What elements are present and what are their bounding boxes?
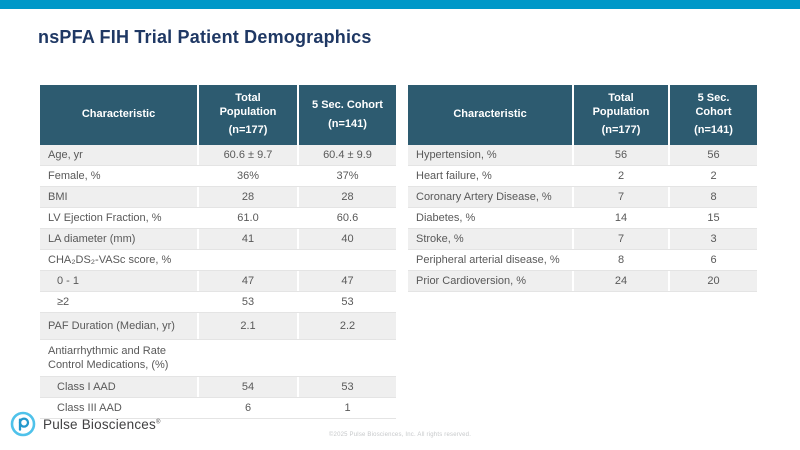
row-value: 28	[297, 187, 396, 207]
row-label: Stroke, %	[416, 232, 464, 245]
column-header: Characteristic	[453, 108, 527, 121]
pulse-biosciences-logo-icon	[10, 411, 36, 437]
slide-title: nsPFA FIH Trial Patient Demographics	[38, 27, 372, 47]
column-header: Total Population (n=177)	[572, 85, 668, 145]
column-header: Total Population (n=177)	[197, 85, 297, 145]
row-value: 53	[297, 292, 396, 312]
row-value: 47	[197, 271, 297, 291]
row-label: BMI	[48, 190, 68, 203]
row-value: 1	[297, 398, 396, 418]
row-value: 47	[297, 271, 396, 291]
top-accent-bar	[0, 0, 800, 9]
table-header-row: Characteristic Total Population (n=177) 5 S…	[40, 85, 396, 145]
row-label: Class III AAD	[57, 401, 122, 414]
table-row: Stroke, % 7 3	[408, 229, 757, 250]
row-value: 14	[572, 208, 668, 228]
row-value: 41	[197, 229, 297, 249]
row-value: 24	[572, 271, 668, 291]
row-value: 40	[297, 229, 396, 249]
row-value: 2	[668, 166, 757, 186]
row-label: Diabetes, %	[416, 211, 476, 224]
row-value: 7	[572, 229, 668, 249]
row-label: ≥2	[57, 295, 70, 308]
table-row: Diabetes, % 14 15	[408, 208, 757, 229]
table-row: Class I AAD 54 53	[40, 377, 396, 398]
row-label: Heart failure, %	[416, 169, 492, 182]
row-value: 56	[668, 145, 757, 165]
row-value: 60.6	[297, 208, 396, 228]
row-value: 36%	[197, 166, 297, 186]
row-value: 28	[197, 187, 297, 207]
column-header: Characteristic	[81, 108, 156, 121]
row-label: Hypertension, %	[416, 148, 497, 161]
row-value: 60.4 ± 9.9	[297, 145, 396, 165]
row-value: 6	[668, 250, 757, 270]
registered-mark: ®	[155, 419, 161, 425]
pulse-biosciences-logo: Pulse Biosciences®	[10, 411, 161, 437]
row-value	[197, 340, 297, 376]
logo-text: Pulse Biosciences®	[43, 416, 161, 432]
column-header: 5 Sec. Cohort (n=141)	[668, 85, 757, 145]
row-value	[197, 250, 297, 270]
row-label: Peripheral arterial disease, %	[416, 253, 560, 266]
row-value: 15	[668, 208, 757, 228]
row-value: 54	[197, 377, 297, 397]
row-value: 2.1	[197, 313, 297, 339]
row-value	[297, 250, 396, 270]
table-row: CHA₂DS₂-VASc score, %	[40, 250, 396, 271]
column-header: 5 Sec. Cohort (n=141)	[297, 85, 396, 145]
table-row: 0 - 1 47 47	[40, 271, 396, 292]
row-label: Age, yr	[48, 148, 83, 161]
row-value	[297, 340, 396, 376]
row-value: 60.6 ± 9.7	[197, 145, 297, 165]
row-label: 0 - 1	[57, 274, 80, 287]
row-value: 20	[668, 271, 757, 291]
row-value: 56	[572, 145, 668, 165]
table-row: Class III AAD 6 1	[40, 398, 396, 419]
row-value: 8	[572, 250, 668, 270]
row-label: PAF Duration (Median, yr)	[48, 319, 175, 332]
row-label: Class I AAD	[57, 380, 116, 393]
row-label: LA diameter (mm)	[48, 232, 136, 245]
row-label: Prior Cardioversion, %	[416, 274, 527, 287]
table-row: LV Ejection Fraction, % 61.0 60.6	[40, 208, 396, 229]
table-row: Heart failure, % 2 2	[408, 166, 757, 187]
table-row: Female, % 36% 37%	[40, 166, 396, 187]
row-label: Female, %	[48, 169, 101, 182]
table-header-row: Characteristic Total Population (n=177) 5 S…	[408, 85, 757, 145]
row-value: 8	[668, 187, 757, 207]
row-label: Coronary Artery Disease, %	[416, 190, 552, 203]
table-row: ≥2 53 53	[40, 292, 396, 313]
row-label: CHA₂DS₂-VASc score, %	[48, 253, 172, 266]
table-row: Age, yr 60.6 ± 9.7 60.4 ± 9.9	[40, 145, 396, 166]
table-body: Hypertension, % 56 56 Heart failure, % 2 2 Cor…	[408, 145, 757, 292]
row-value: 6	[197, 398, 297, 418]
row-value: 61.0	[197, 208, 297, 228]
table-row: BMI 28 28	[40, 187, 396, 208]
row-value: 7	[572, 187, 668, 207]
table-row: Prior Cardioversion, % 24 20	[408, 271, 757, 292]
patient-demographics-table: Characteristic Total Population (n=177) 5 S…	[40, 85, 396, 419]
comorbidities-table: Characteristic Total Population (n=177) 5 S…	[408, 85, 757, 292]
row-value: 3	[668, 229, 757, 249]
row-value: 2	[572, 166, 668, 186]
row-label: Antiarrhythmic and Rate Control Medicati…	[48, 344, 169, 371]
row-value: 53	[297, 377, 396, 397]
table-row: Antiarrhythmic and Rate Control Medicati…	[40, 340, 396, 377]
table-row: Peripheral arterial disease, % 8 6	[408, 250, 757, 271]
table-row: Coronary Artery Disease, % 7 8	[408, 187, 757, 208]
table-row: Hypertension, % 56 56	[408, 145, 757, 166]
copyright-text: ©2025 Pulse Biosciences, Inc. All rights…	[328, 432, 472, 438]
table-row: PAF Duration (Median, yr) 2.1 2.2	[40, 313, 396, 340]
table-row: LA diameter (mm) 41 40	[40, 229, 396, 250]
row-value: 53	[197, 292, 297, 312]
row-value: 37%	[297, 166, 396, 186]
row-value: 2.2	[297, 313, 396, 339]
row-label: LV Ejection Fraction, %	[48, 211, 162, 224]
table-body: Age, yr 60.6 ± 9.7 60.4 ± 9.9 Female, % 36% 3…	[40, 145, 396, 419]
